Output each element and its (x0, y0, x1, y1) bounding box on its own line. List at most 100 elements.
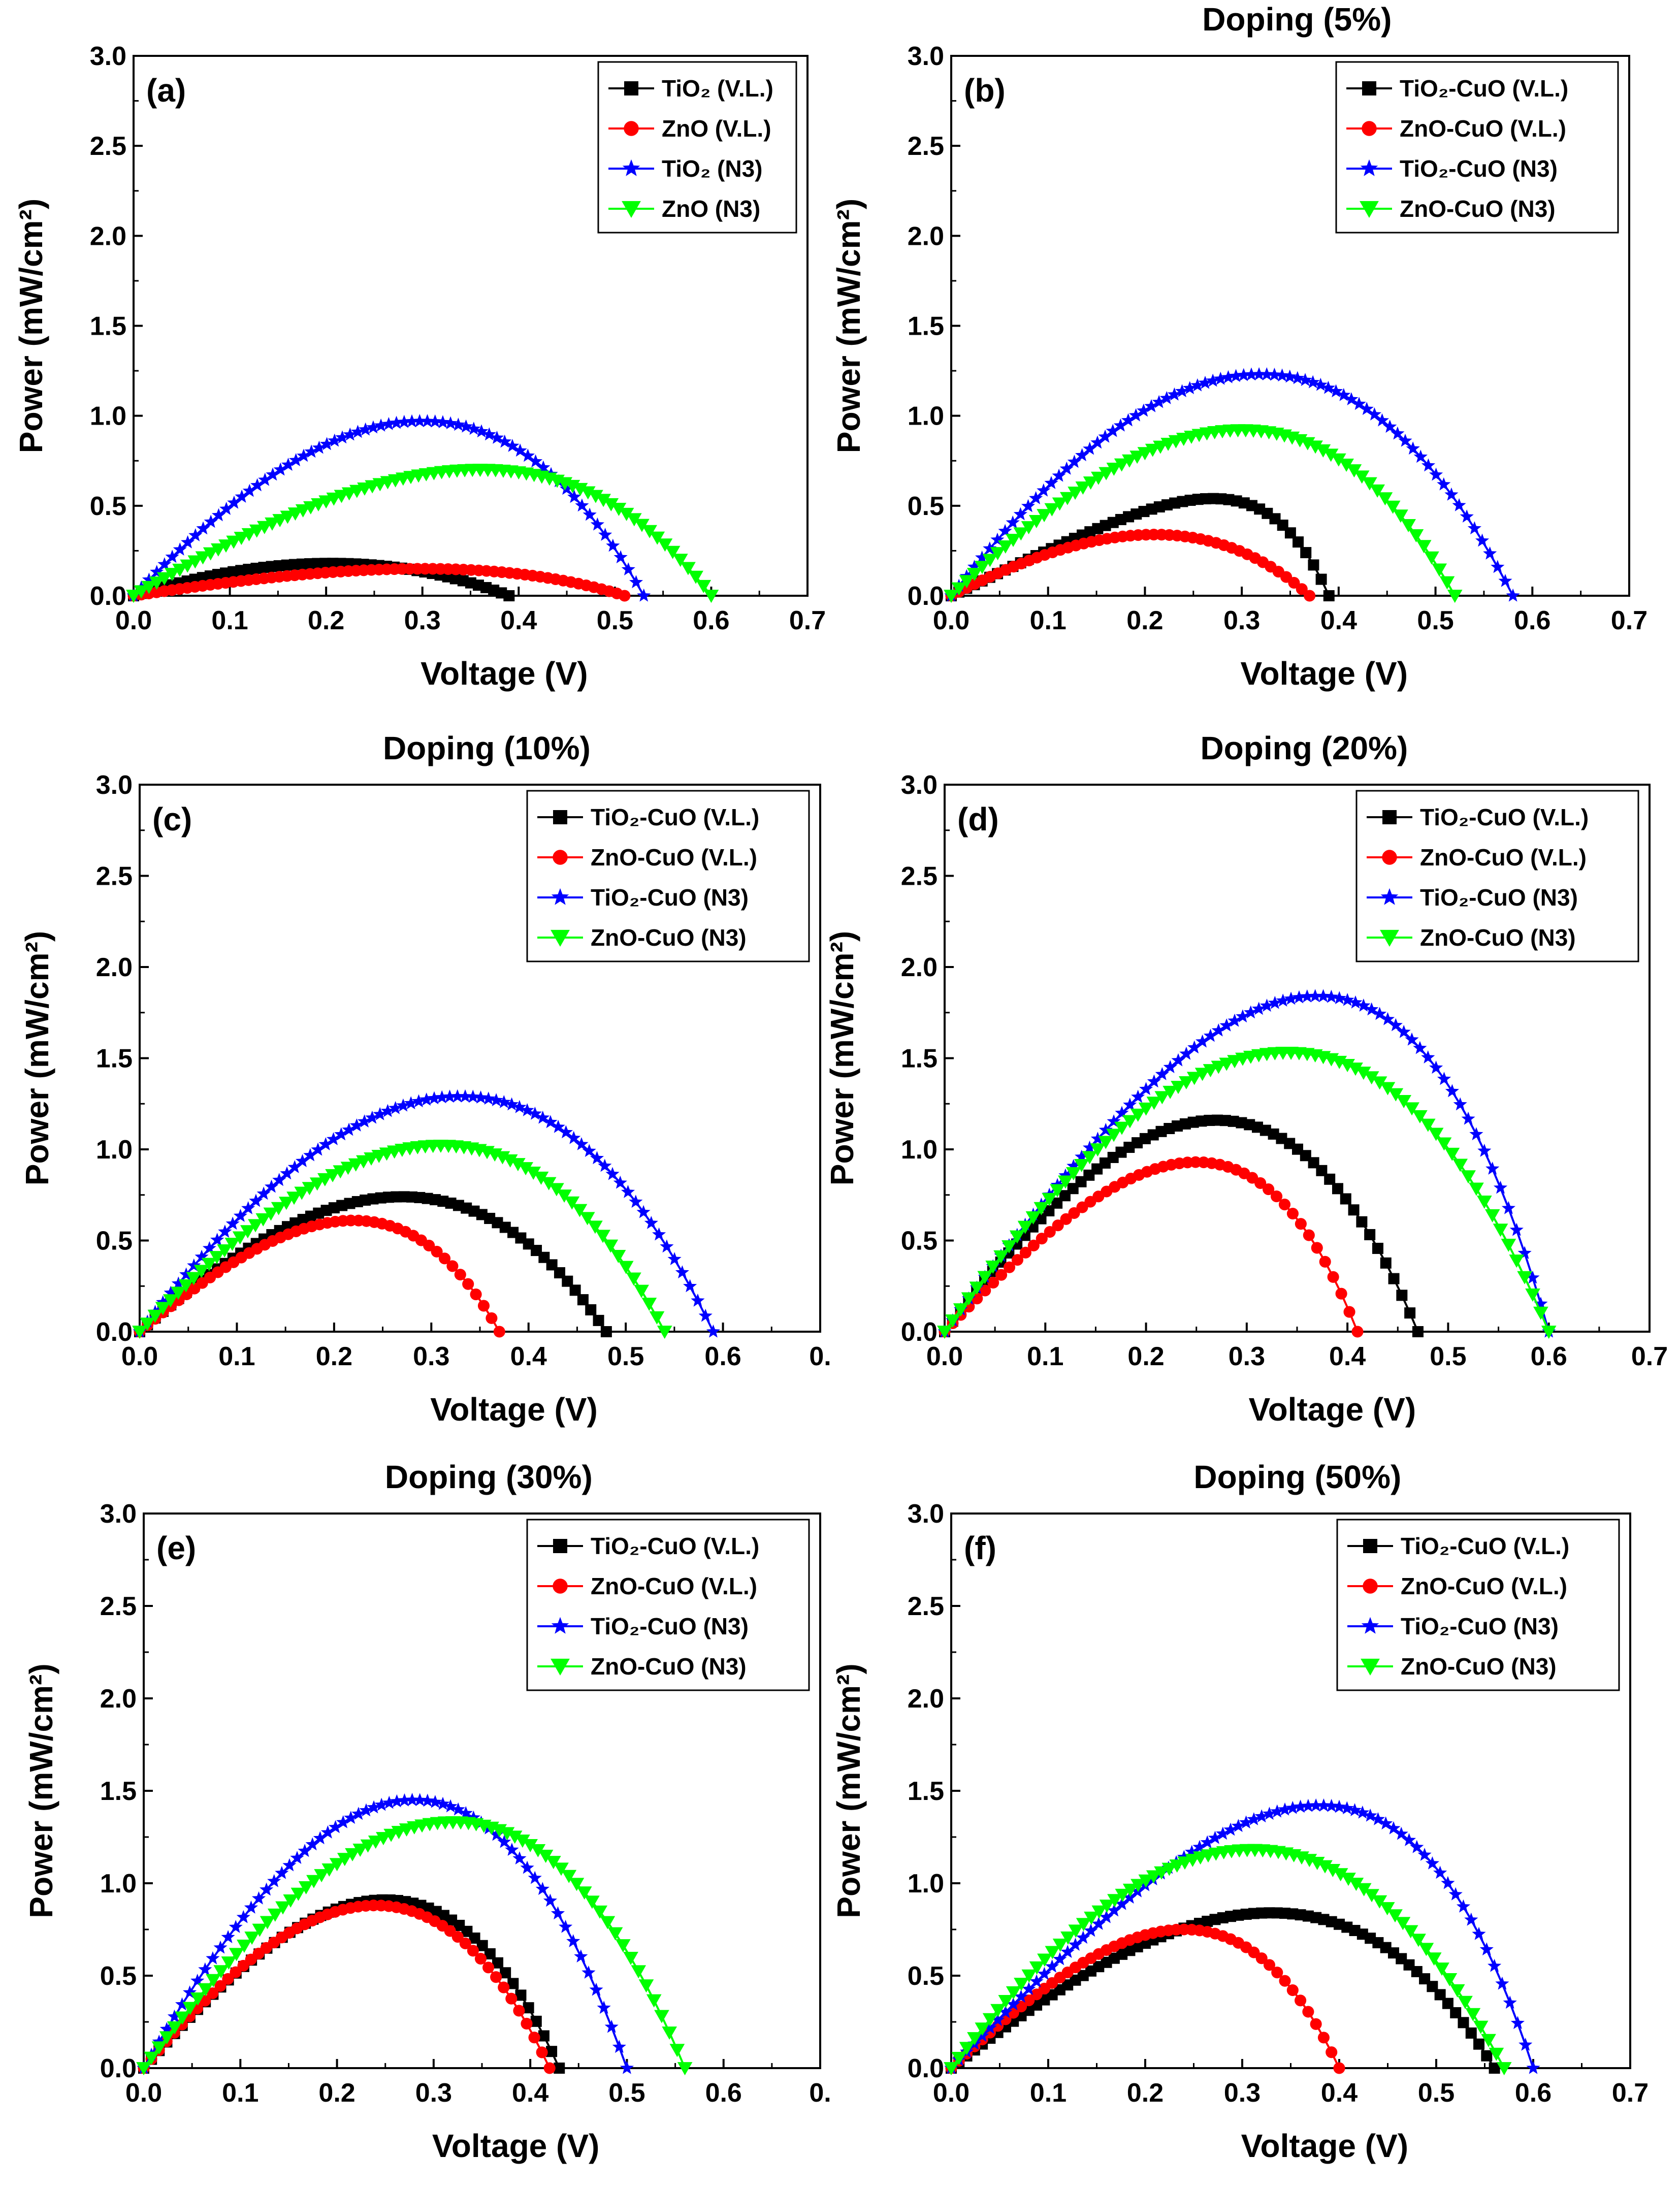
data-point (1452, 1158, 1468, 1172)
data-point (1331, 453, 1346, 467)
data-point (446, 1260, 459, 1272)
data-point (541, 1177, 557, 1190)
x-tick-label: 0.2 (316, 1342, 352, 1371)
data-point (365, 1110, 379, 1124)
data-point (244, 1932, 260, 1945)
data-point (1375, 413, 1390, 427)
data-point (1114, 1121, 1129, 1135)
data-point (1461, 1170, 1476, 1184)
data-point (1090, 1143, 1106, 1157)
y-tick-label: 2.5 (908, 132, 944, 161)
data-point (1380, 1082, 1396, 1096)
data-point (1489, 2047, 1504, 2061)
data-point (1187, 1040, 1202, 1054)
data-point (1200, 1835, 1214, 1849)
x-tick-label: 0.4 (1321, 2078, 1358, 2108)
data-point (557, 1189, 572, 1203)
data-point (1145, 443, 1160, 457)
x-tick-label: 0.2 (308, 606, 344, 635)
legend-marker (553, 850, 568, 865)
data-point (1315, 444, 1331, 458)
y-tick-label: 1.0 (908, 402, 944, 431)
x-tick-label: 0.1 (1030, 2078, 1067, 2108)
legend-item: TiO₂-CuO (N3) (1367, 884, 1578, 911)
data-point (623, 1952, 638, 1966)
data-point (1206, 373, 1220, 387)
data-point (204, 514, 218, 528)
legend-marker (622, 159, 640, 176)
data-point (535, 1882, 550, 1895)
legend-marker (1361, 1658, 1380, 1676)
data-point (1006, 534, 1021, 548)
data-point (1300, 989, 1314, 1003)
data-point (1406, 441, 1420, 455)
data-point (210, 1233, 224, 1246)
data-point (193, 1265, 209, 1278)
data-point (1533, 1306, 1548, 1320)
data-point (985, 1260, 1001, 1274)
data-point (1042, 1193, 1057, 1206)
data-point (1239, 1815, 1253, 1829)
data-point (982, 2013, 998, 2026)
legend-label: TiO₂-CuO (V.L.) (591, 804, 759, 830)
data-point (272, 514, 287, 528)
data-point (1006, 1986, 1021, 2000)
data-point (1417, 1848, 1432, 1861)
y-tick-label: 2.5 (96, 862, 133, 891)
data-point (1060, 492, 1075, 505)
data-point (1340, 993, 1354, 1006)
data-point (566, 1934, 580, 1947)
data-point (1169, 1859, 1185, 1873)
data-point (513, 2005, 525, 2017)
data-point (438, 1252, 451, 1265)
data-point (1152, 395, 1166, 408)
data-point (1017, 1220, 1033, 1234)
legend-label: ZnO (N3) (662, 196, 760, 222)
x-tick-label: 0.6 (1515, 2078, 1552, 2108)
data-point (706, 1324, 720, 1338)
legend-label: ZnO (V.L.) (662, 115, 771, 142)
data-point (1481, 2050, 1493, 2062)
data-point (1284, 527, 1296, 539)
data-point (1082, 1151, 1097, 1165)
data-point (1190, 378, 1205, 392)
data-point (619, 590, 631, 602)
data-point (597, 2001, 611, 2014)
data-point (297, 448, 311, 462)
data-point (1131, 1089, 1145, 1103)
data-point (1452, 498, 1466, 511)
data-point (1484, 1209, 1500, 1222)
data-point (646, 1994, 662, 2008)
data-point (1458, 1995, 1473, 2009)
data-point (381, 417, 396, 430)
x-tick-label: 0.4 (1320, 606, 1357, 635)
data-point (583, 507, 597, 521)
data-point (1179, 1076, 1194, 1089)
y-tick-label: 1.0 (100, 1869, 137, 1898)
data-point (171, 1286, 186, 1300)
data-point (368, 1836, 383, 1849)
data-point (421, 1793, 435, 1807)
data-point (1332, 1799, 1346, 1813)
data-point (224, 1238, 240, 1251)
data-point (1420, 1118, 1436, 1132)
data-point (337, 1853, 352, 1866)
panel-label: (c) (152, 801, 192, 838)
data-point (1283, 369, 1297, 383)
data-point (1194, 1068, 1210, 1081)
data-point (967, 560, 982, 573)
data-point (1410, 1840, 1424, 1853)
data-point (431, 1245, 443, 1258)
x-tick-label: 0.2 (1126, 606, 1163, 635)
data-point (312, 440, 326, 454)
y-tick-label: 2.0 (100, 1684, 137, 1714)
x-tick-label: 0.7 (789, 606, 826, 635)
data-point (1429, 1060, 1443, 1074)
x-tick-label: 0.6 (705, 2078, 742, 2108)
x-tick-label: 0.0 (933, 606, 970, 635)
data-point (221, 1930, 235, 1943)
data-point (1262, 1807, 1277, 1820)
data-point (1472, 1926, 1486, 1940)
data-point (975, 2022, 990, 2036)
data-point (380, 1104, 395, 1117)
